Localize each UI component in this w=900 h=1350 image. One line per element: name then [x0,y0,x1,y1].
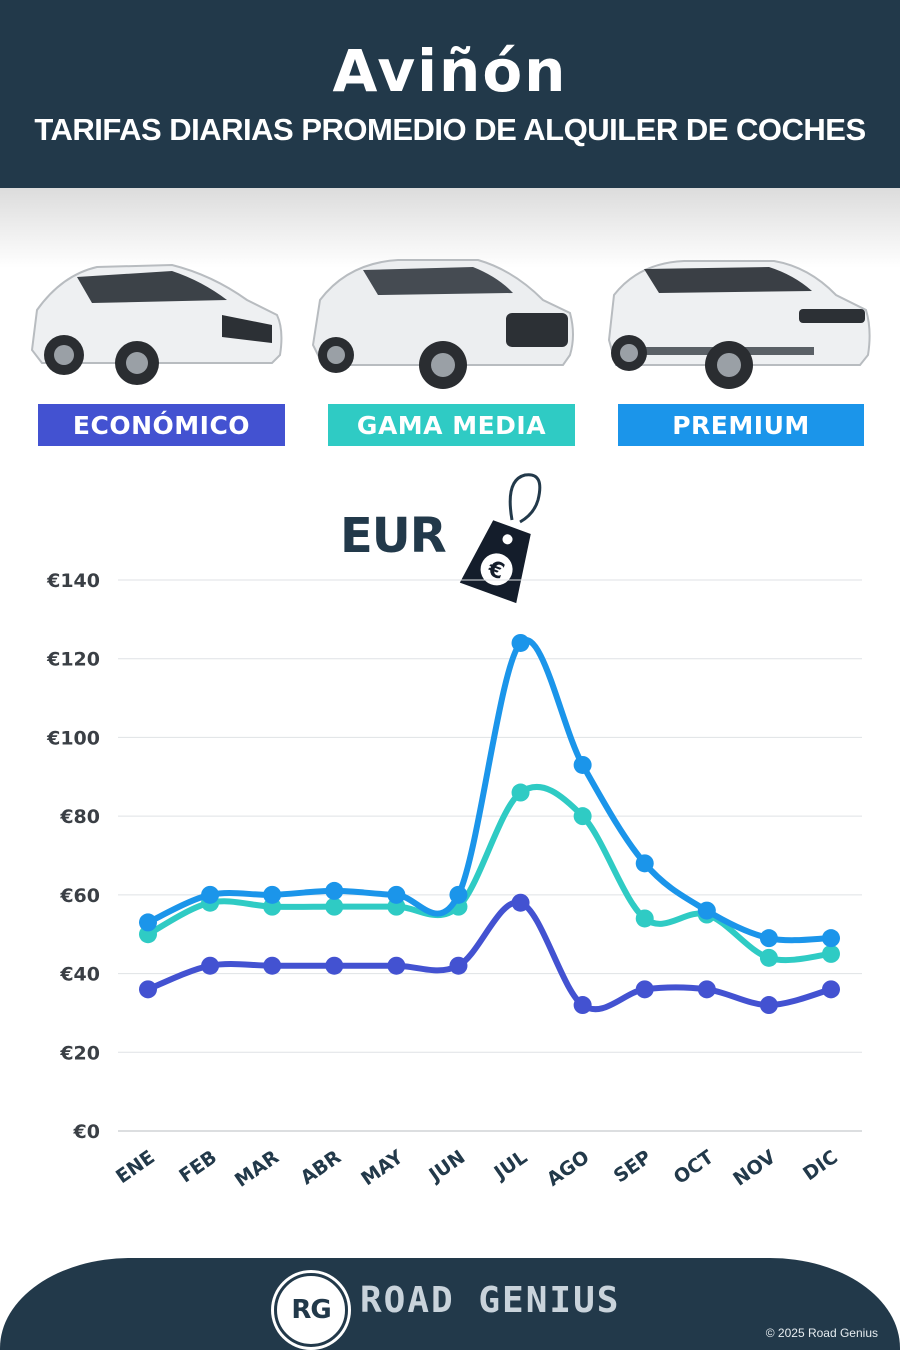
data-point [325,897,344,916]
x-tick-label: MAY [357,1146,407,1190]
data-point [511,893,530,912]
data-point [573,996,592,1015]
y-tick-label: €0 [73,1121,100,1143]
y-tick-label: €120 [46,649,100,671]
y-tick-label: €100 [46,727,100,749]
y-tick-label: €60 [59,885,100,907]
data-point [635,980,654,999]
data-point [139,913,157,932]
suv-car-image [311,259,574,389]
x-tick-label: AGO [543,1146,594,1191]
data-point [635,909,654,928]
data-point [387,885,406,904]
x-tick-label: ABR [297,1146,346,1189]
data-point [449,885,468,904]
x-tick-label: FEB [175,1146,221,1187]
hatchback-car-image [30,263,283,385]
data-point [325,956,344,975]
x-tick-label: JUN [424,1146,470,1187]
data-point [201,885,220,904]
x-tick-label: DIC [799,1146,842,1185]
y-tick-label: €20 [59,1042,100,1064]
x-tick-label: ENE [112,1146,159,1188]
series-line [145,899,834,1013]
header-banner: Aviñón TARIFAS DIARIAS PROMEDIO DE ALQUI… [0,0,900,188]
series-line [145,784,834,964]
x-tick-label: NOV [729,1146,780,1191]
data-point [511,633,530,652]
chart-gridlines [118,579,862,1132]
data-point [759,996,778,1015]
y-axis-labels: €0 €20 €40 €60 €80 €100 €120 €140 [46,570,100,1143]
currency-label: EUR [340,508,447,564]
y-tick-label: €140 [46,570,100,592]
data-point [201,956,220,975]
data-point [573,755,592,774]
data-point [759,948,778,967]
data-point [449,956,468,975]
data-point [822,944,840,963]
data-point [387,956,406,975]
data-point [697,980,716,999]
x-axis-labels: ENE FEB MAR ABR MAY JUN JUL AGO SEP OCT NOV DIC [112,1146,842,1192]
chart-series [139,633,840,1015]
copyright-text: © 2025 Road Genius [765,1326,878,1340]
y-tick-label: €80 [59,806,100,828]
data-point [325,881,344,900]
line-chart: €0 €20 €40 €60 €80 €100 €120 €140 ENE FEB MAR ABR M… [46,570,862,1192]
y-tick-label: €40 [59,964,100,986]
page-subtitle: TARIFAS DIARIAS PROMEDIO DE ALQUILER DE … [34,112,866,147]
data-point [635,854,654,873]
data-point [822,980,840,999]
data-point [759,929,778,948]
footer-banner [0,1258,900,1350]
x-tick-label: OCT [670,1146,718,1189]
category-badge-premium: PREMIUM [618,404,864,446]
category-badge-gama-media: GAMA MEDIA [328,404,575,446]
x-tick-label: JUL [489,1146,532,1185]
luxury-suv-car-image [607,260,871,389]
x-tick-label: SEP [610,1146,656,1187]
brand-name: ROAD GENIUS [360,1280,621,1321]
euro-price-tag-icon: € [459,473,542,604]
data-point [697,901,716,920]
road-genius-logo: RG [274,1273,348,1347]
page-title: Aviñón [332,37,568,105]
data-point [263,956,282,975]
category-badge-economico: ECONÓMICO [38,404,285,446]
data-point [511,783,530,802]
data-point [822,929,840,948]
x-tick-label: MAR [231,1146,283,1192]
svg-text:€: € [484,556,508,585]
header-shadow [0,188,900,268]
data-point [263,885,282,904]
data-point [139,980,157,999]
data-point [573,807,592,826]
